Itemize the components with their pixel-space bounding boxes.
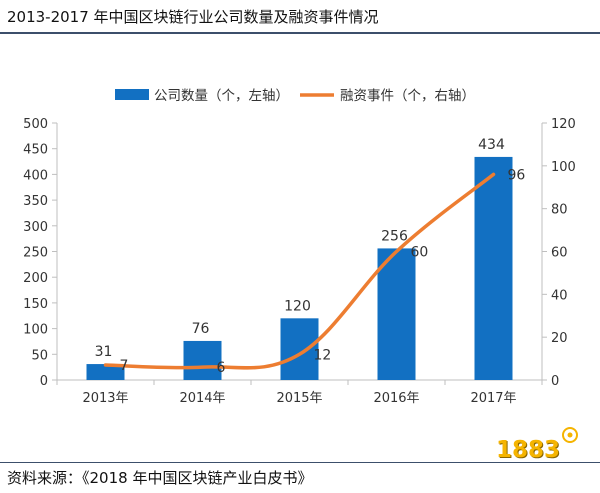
right-tick-label: 20 — [551, 331, 568, 346]
left-tick-label: 150 — [23, 297, 48, 312]
line-value-label: 96 — [508, 167, 526, 183]
chart-canvas: 0 50 100 150 200 250 300 350 400 450 500 0 20 40 60 80… — [23, 88, 576, 406]
left-tick-label: 300 — [23, 220, 48, 235]
right-tick-label: 120 — [551, 117, 576, 132]
chart-title: 2013-2017 年中国区块链行业公司数量及融资事件情况 — [7, 8, 379, 26]
x-tick-label: 2016年 — [373, 391, 419, 406]
right-tick-label: 60 — [551, 246, 568, 261]
bar-value-label: 434 — [478, 137, 505, 153]
left-tick-label: 450 — [23, 143, 48, 158]
legend: 公司数量（个，左轴） 融资事件（个，右轴） — [115, 88, 475, 104]
x-tick-label: 2017年 — [470, 391, 516, 406]
left-tick-label: 50 — [31, 348, 48, 363]
bar-value-label: 31 — [95, 344, 113, 360]
title-rule — [0, 32, 600, 34]
left-tick-label: 100 — [23, 323, 48, 338]
legend-swatch-bar — [115, 89, 149, 100]
bar — [280, 318, 319, 380]
watermark-text: 1883 — [496, 437, 561, 463]
right-tick-label: 100 — [551, 160, 576, 175]
line-value-label: 60 — [411, 245, 429, 261]
left-tick-label: 200 — [23, 271, 48, 286]
legend-label-line: 融资事件（个，右轴） — [340, 88, 475, 104]
x-tick-label: 2013年 — [82, 391, 128, 406]
watermark-logo: 1883 — [492, 425, 588, 465]
footer-rule — [0, 462, 600, 463]
line-value-label: 6 — [217, 360, 226, 376]
left-tick-label: 250 — [23, 246, 48, 261]
line-path — [103, 172, 496, 370]
source-note: 资料来源：《2018 年中国区块链产业白皮书》 — [7, 469, 313, 487]
bar-value-label: 120 — [284, 298, 311, 314]
left-tick-label: 0 — [40, 374, 48, 389]
left-y-axis: 0 50 100 150 200 250 300 350 400 450 500 — [23, 117, 58, 389]
bar-value-label: 76 — [192, 321, 210, 337]
left-tick-label: 500 — [23, 117, 48, 132]
line-value-label: 7 — [120, 358, 129, 374]
bar-series — [86, 156, 513, 380]
x-tick-label: 2015年 — [276, 391, 322, 406]
right-tick-label: 80 — [551, 203, 568, 218]
bar — [183, 340, 222, 380]
legend-label-bar: 公司数量（个，左轴） — [154, 88, 289, 104]
bar — [474, 156, 513, 380]
bar-value-label: 256 — [381, 228, 408, 244]
line-series — [103, 172, 496, 370]
bar — [86, 364, 125, 380]
left-tick-label: 350 — [23, 194, 48, 209]
x-axis: 2013年 2014年 2015年 2016年 2017年 — [56, 379, 543, 406]
line-value-label: 12 — [314, 347, 332, 363]
right-tick-label: 40 — [551, 288, 568, 303]
right-y-axis: 0 20 40 60 80 100 120 — [541, 117, 576, 389]
left-tick-label: 400 — [23, 168, 48, 183]
x-tick-label: 2014年 — [179, 391, 225, 406]
bar — [377, 248, 416, 380]
right-tick-label: 0 — [551, 374, 559, 389]
